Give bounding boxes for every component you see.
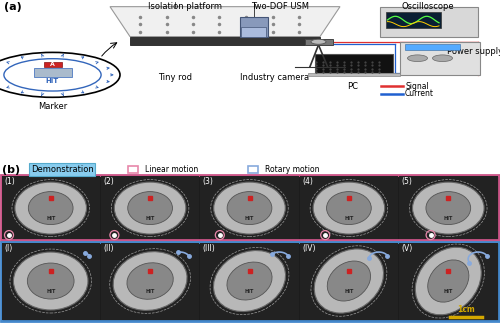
Bar (248, 166, 258, 173)
Text: HIT: HIT (444, 216, 453, 221)
Bar (200, 243, 298, 320)
Bar (380, 7, 478, 36)
Text: HIT: HIT (46, 78, 59, 84)
Text: Signal: Signal (405, 82, 429, 91)
Text: Tiny rod: Tiny rod (158, 73, 192, 82)
Text: HIT: HIT (46, 216, 56, 221)
Ellipse shape (214, 182, 286, 234)
Ellipse shape (227, 262, 272, 300)
Text: HIT: HIT (344, 216, 354, 221)
Text: HIT: HIT (146, 289, 155, 294)
Text: Oscilloscope: Oscilloscope (401, 3, 454, 12)
Bar (1, 242, 499, 321)
Circle shape (432, 55, 452, 62)
Text: (III): (III) (203, 244, 215, 253)
Text: HIT: HIT (245, 216, 254, 221)
Ellipse shape (14, 252, 88, 310)
Text: (1): (1) (4, 177, 15, 186)
Ellipse shape (327, 261, 370, 301)
Text: HIT: HIT (146, 216, 155, 221)
Ellipse shape (412, 182, 484, 234)
Ellipse shape (416, 247, 482, 315)
Text: Industry camera: Industry camera (240, 73, 310, 82)
Ellipse shape (15, 182, 86, 234)
Ellipse shape (28, 192, 73, 224)
Text: (5): (5) (402, 177, 412, 186)
Bar (308, 73, 400, 76)
Ellipse shape (113, 252, 187, 310)
Ellipse shape (314, 249, 384, 313)
Text: (II): (II) (104, 244, 114, 253)
Circle shape (311, 39, 326, 44)
Ellipse shape (326, 192, 372, 224)
Bar (400, 42, 480, 75)
Bar (241, 26, 266, 36)
Ellipse shape (114, 182, 186, 234)
Ellipse shape (313, 182, 384, 234)
Text: (a): (a) (4, 3, 22, 13)
Bar (399, 176, 498, 239)
Bar (240, 16, 268, 36)
Ellipse shape (127, 263, 174, 299)
Text: Rotary motion: Rotary motion (265, 165, 320, 174)
Bar (300, 176, 398, 239)
Polygon shape (110, 7, 340, 36)
Text: Power supply: Power supply (447, 47, 500, 56)
Bar (305, 38, 332, 45)
Ellipse shape (128, 192, 172, 224)
Text: A: A (50, 62, 55, 67)
Text: HIT: HIT (344, 289, 354, 294)
Polygon shape (130, 36, 320, 45)
Text: PC: PC (347, 81, 358, 90)
Bar (34, 68, 72, 77)
Bar (128, 166, 138, 173)
Bar (405, 44, 460, 50)
Text: Two-DOF USM: Two-DOF USM (251, 3, 309, 12)
Ellipse shape (227, 192, 272, 224)
Text: Linear motion: Linear motion (145, 165, 198, 174)
Bar (386, 12, 441, 28)
Text: (4): (4) (302, 177, 313, 186)
Ellipse shape (428, 260, 469, 302)
Text: (IV): (IV) (302, 244, 316, 253)
Bar (315, 54, 392, 73)
Bar (1, 175, 499, 240)
Bar (300, 243, 398, 320)
Bar (101, 176, 200, 239)
Text: Isolation platform: Isolation platform (148, 3, 222, 12)
Bar (2, 176, 100, 239)
Text: Demonstration: Demonstration (30, 165, 94, 174)
Bar (200, 176, 298, 239)
Ellipse shape (426, 192, 470, 224)
Bar (2, 243, 100, 320)
Text: HIT: HIT (46, 289, 56, 294)
Ellipse shape (28, 263, 74, 299)
Bar (101, 243, 200, 320)
Circle shape (0, 52, 120, 97)
Text: Marker: Marker (38, 102, 67, 111)
Bar (44, 62, 62, 67)
Text: (b): (b) (2, 165, 20, 175)
Text: HIT: HIT (245, 289, 254, 294)
Bar (399, 243, 498, 320)
Circle shape (408, 55, 428, 62)
Ellipse shape (214, 251, 286, 311)
Text: Current: Current (405, 89, 434, 99)
Text: (I): (I) (4, 244, 12, 253)
Text: 1cm: 1cm (457, 305, 475, 314)
Text: HIT: HIT (444, 289, 453, 294)
Text: (V): (V) (402, 244, 413, 253)
Text: (3): (3) (203, 177, 213, 186)
Text: (2): (2) (104, 177, 114, 186)
